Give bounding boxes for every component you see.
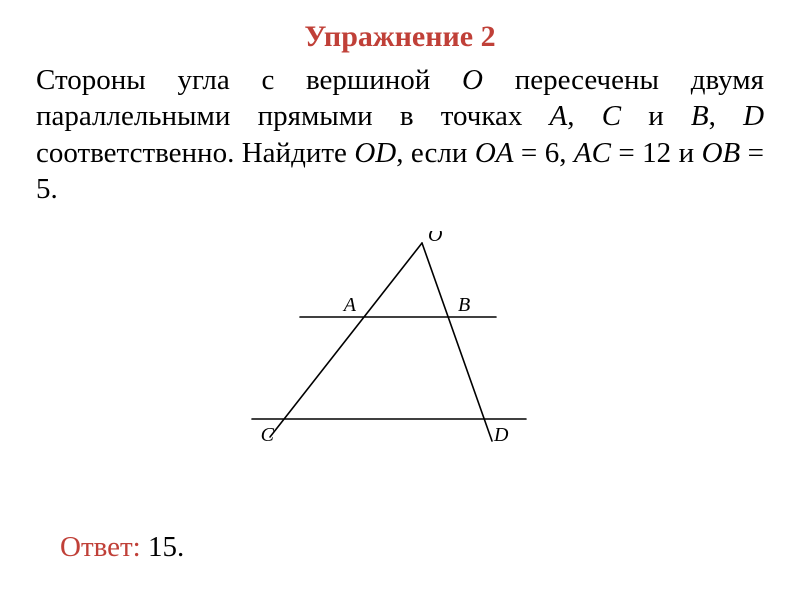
- text-run: и: [621, 100, 691, 132]
- point-label-d: D: [493, 424, 509, 446]
- math-symbol: D: [743, 100, 764, 132]
- diagram-container: O A B C D: [36, 231, 764, 471]
- answer-line: Ответ: 15.: [60, 531, 184, 564]
- math-symbol: B: [691, 100, 709, 132]
- math-symbol: OB: [702, 137, 741, 169]
- text-run: , если: [396, 137, 475, 169]
- math-symbol: OD: [354, 137, 396, 169]
- text-run: ,: [567, 100, 601, 132]
- point-label-b: B: [458, 294, 470, 316]
- point-label-c: C: [261, 424, 275, 446]
- text-run: ,: [709, 100, 743, 132]
- math-symbol: O: [462, 64, 483, 96]
- geometry-diagram: O A B C D: [230, 231, 570, 471]
- answer-value: 15.: [141, 531, 185, 563]
- text-run: Стороны угла с вершиной: [36, 64, 462, 96]
- answer-label: Ответ:: [60, 531, 141, 563]
- exercise-title: Упражнение 2: [36, 20, 764, 54]
- text-run: = 6,: [513, 137, 573, 169]
- math-symbol: OA: [475, 137, 514, 169]
- math-symbol: C: [602, 100, 621, 132]
- text-run: соответственно. Найдите: [36, 137, 354, 169]
- ray-oc: [270, 243, 422, 437]
- point-label-o: O: [428, 231, 442, 246]
- problem-text: Стороны угла с вершиной O пересечены дву…: [36, 62, 764, 207]
- math-symbol: A: [550, 100, 568, 132]
- text-run: = 12 и: [611, 137, 702, 169]
- ray-od: [422, 243, 492, 441]
- math-symbol: AC: [574, 137, 611, 169]
- point-label-a: A: [342, 294, 357, 316]
- slide: Упражнение 2 Стороны угла с вершиной O п…: [0, 0, 800, 600]
